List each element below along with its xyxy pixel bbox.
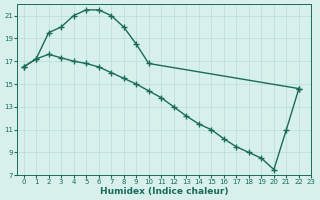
X-axis label: Humidex (Indice chaleur): Humidex (Indice chaleur) xyxy=(100,187,228,196)
